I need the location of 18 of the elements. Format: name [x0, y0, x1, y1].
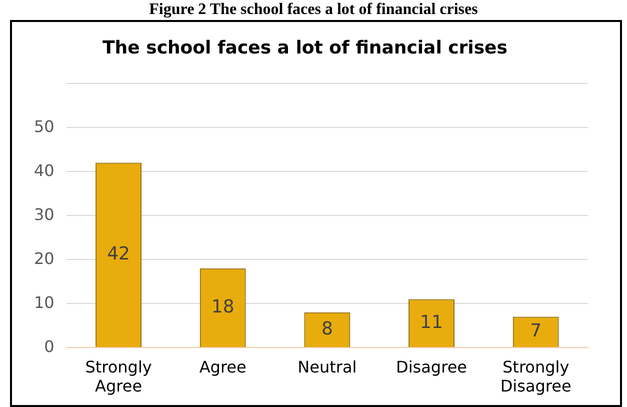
y-tick-label: 0: [44, 336, 54, 356]
y-tick-label: 10: [34, 292, 54, 312]
data-label: 42: [107, 244, 130, 265]
x-tick-label: Neutral: [298, 357, 357, 376]
y-tick-label: 20: [34, 248, 54, 268]
chart-title: The school faces a lot of financial crises: [102, 37, 508, 58]
y-tick-label: 40: [34, 160, 54, 180]
y-tick-label: 30: [34, 204, 54, 224]
data-label: 11: [420, 312, 443, 333]
x-tick-label: Strongly Disagree: [500, 357, 572, 396]
x-tick-label: Agree: [199, 357, 246, 376]
data-label: 18: [211, 296, 234, 318]
data-label: 8: [321, 318, 333, 340]
data-label: 7: [530, 320, 542, 342]
caption: Figure 2 The school faces a lot of financial crises: [148, 1, 479, 19]
x-tick-label: Disagree: [396, 357, 467, 376]
y-tick-label: 50: [34, 116, 54, 136]
x-tick-label: Strongly Agree: [85, 357, 152, 396]
